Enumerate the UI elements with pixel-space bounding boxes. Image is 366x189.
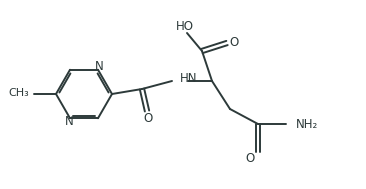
Text: NH₂: NH₂: [296, 118, 318, 130]
Text: O: O: [245, 153, 255, 166]
Text: N: N: [95, 60, 103, 73]
Text: O: O: [143, 112, 153, 125]
Text: CH₃: CH₃: [8, 88, 29, 98]
Text: HO: HO: [176, 19, 194, 33]
Text: N: N: [65, 115, 73, 128]
Text: O: O: [229, 36, 239, 50]
Text: HN: HN: [180, 73, 198, 85]
